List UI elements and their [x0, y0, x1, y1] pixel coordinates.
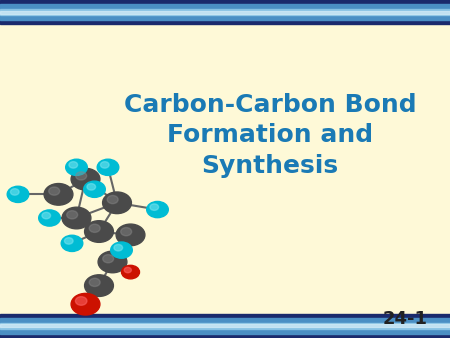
Circle shape [71, 168, 100, 190]
Circle shape [116, 224, 145, 246]
Circle shape [98, 251, 127, 273]
Circle shape [122, 265, 140, 279]
Circle shape [150, 204, 158, 210]
Circle shape [61, 235, 83, 251]
Circle shape [147, 201, 168, 218]
Bar [0, 9, 450, 15]
Circle shape [66, 159, 87, 175]
Circle shape [49, 187, 60, 195]
Circle shape [85, 221, 113, 242]
Bar [0, 324, 450, 327]
Circle shape [100, 162, 109, 168]
Bar [0, 323, 450, 329]
Circle shape [64, 238, 73, 244]
Circle shape [121, 227, 132, 236]
Bar [0, 11, 450, 14]
Circle shape [114, 244, 122, 251]
Circle shape [87, 184, 95, 190]
Circle shape [44, 184, 73, 205]
Circle shape [69, 162, 77, 168]
Circle shape [97, 159, 119, 175]
Bar [0, 4, 450, 20]
Circle shape [67, 211, 78, 219]
Circle shape [89, 224, 100, 233]
Bar [0, 318, 450, 334]
Circle shape [10, 189, 19, 195]
Circle shape [103, 192, 131, 214]
Circle shape [124, 267, 131, 273]
Circle shape [89, 278, 100, 287]
Bar [0, 0, 450, 24]
Text: 24-1: 24-1 [382, 310, 428, 329]
Circle shape [111, 242, 132, 258]
Circle shape [76, 297, 87, 305]
Circle shape [107, 195, 118, 204]
Bar [0, 314, 450, 338]
Circle shape [42, 212, 50, 219]
Circle shape [85, 275, 113, 296]
Circle shape [76, 172, 87, 180]
Circle shape [103, 255, 114, 263]
Circle shape [71, 293, 100, 315]
Circle shape [62, 207, 91, 229]
Text: Carbon-Carbon Bond
Formation and
Synthesis: Carbon-Carbon Bond Formation and Synthes… [124, 93, 416, 178]
Circle shape [84, 181, 105, 197]
Circle shape [7, 186, 29, 202]
Circle shape [39, 210, 60, 226]
